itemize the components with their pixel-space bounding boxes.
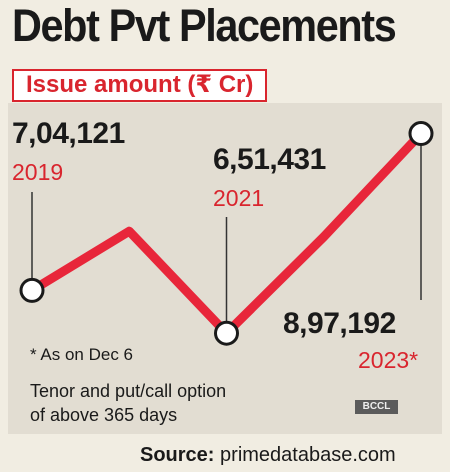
value-label-2021: 6,51,431 bbox=[213, 143, 326, 176]
data-point-2019 bbox=[19, 277, 45, 303]
data-point-2023 bbox=[408, 121, 434, 147]
year-label-2021: 2021 bbox=[213, 185, 265, 211]
source-label: Source: bbox=[140, 444, 215, 466]
year-label-2019: 2019 bbox=[12, 159, 64, 185]
source-text: primedatabase.com bbox=[220, 444, 396, 466]
year-label-2023: 2023* bbox=[358, 347, 419, 373]
chart-title: Debt Pvt Placements bbox=[12, 0, 397, 51]
chart-panel bbox=[8, 103, 442, 434]
tenor-note-line1: Tenor and put/call option bbox=[30, 381, 227, 401]
chart-subtitle: Issue amount (₹ Cr) bbox=[12, 69, 267, 102]
as-on-note: * As on Dec 6 bbox=[30, 345, 134, 364]
bccl-badge: BCCL bbox=[355, 400, 398, 414]
data-point-2021 bbox=[214, 320, 239, 346]
value-label-2023: 8,97,192 bbox=[283, 307, 396, 340]
tenor-note-line2: of above 365 days bbox=[30, 405, 178, 425]
source-line: Source: primedatabase.com bbox=[140, 444, 396, 467]
value-label-2019: 7,04,121 bbox=[12, 117, 125, 150]
